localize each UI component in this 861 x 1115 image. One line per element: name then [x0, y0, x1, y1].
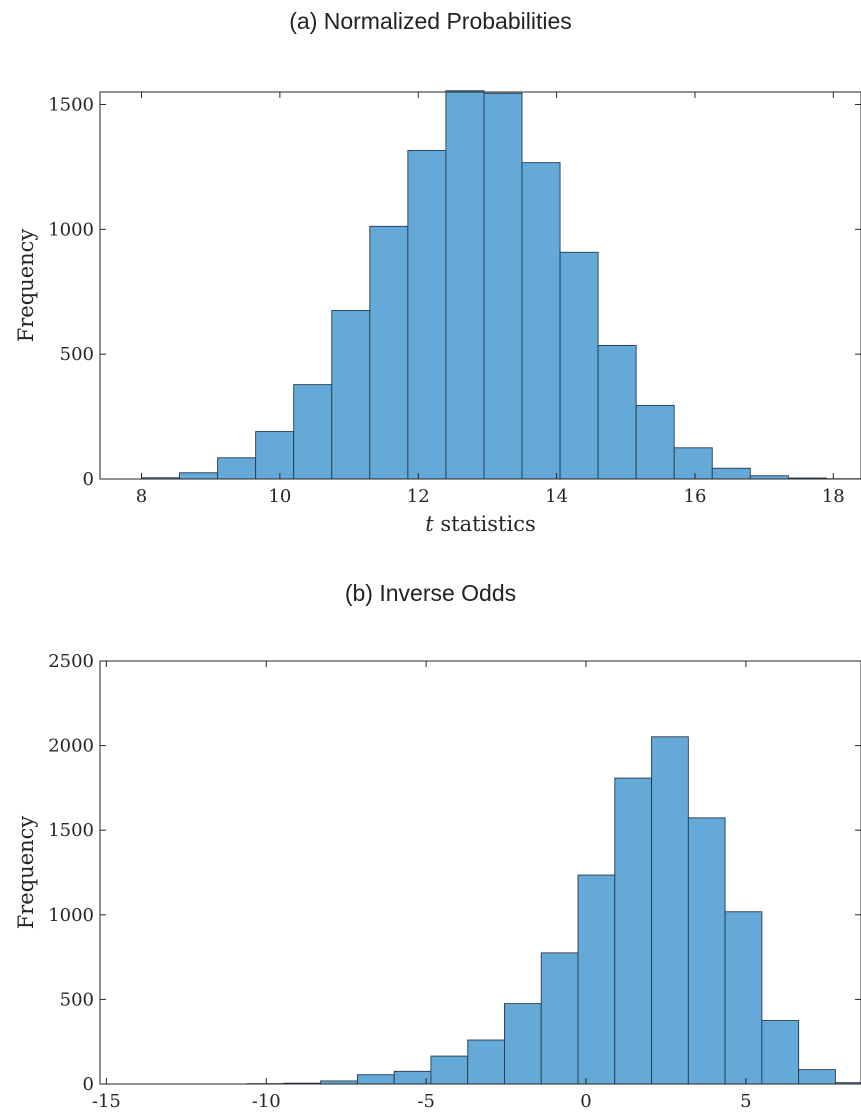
- x-tick-label: -10: [252, 1091, 281, 1112]
- y-tick-label: 1500: [48, 94, 94, 115]
- y-tick-label: 2500: [48, 651, 94, 672]
- histogram-bar: [370, 226, 408, 479]
- x-tick-label: -15: [92, 1091, 121, 1112]
- histogram-bar: [636, 405, 674, 479]
- histogram-bar: [218, 458, 256, 479]
- y-tick-label: 0: [83, 469, 94, 490]
- y-axis-label: Frequency: [14, 816, 38, 930]
- histogram-bar: [615, 778, 652, 1084]
- histogram-bar: [294, 385, 332, 479]
- x-tick-label: 10: [268, 486, 291, 507]
- histogram-bar: [446, 91, 484, 479]
- histogram-bar: [357, 1075, 394, 1084]
- y-tick-label: 2000: [48, 736, 94, 757]
- x-tick-label: 16: [684, 486, 707, 507]
- y-tick-label: 500: [60, 989, 94, 1010]
- histogram-bar: [598, 345, 636, 479]
- histogram-bar: [799, 1070, 836, 1084]
- histogram-bar: [332, 310, 370, 479]
- histogram-bar: [431, 1056, 468, 1084]
- x-tick-label: 14: [545, 486, 568, 507]
- histogram-panel-a: 8 10 12 14 16 18 0 500 1000 1500 t statistics Frequ…: [14, 91, 861, 536]
- histogram-panel-b: -15-10-50505001000150020002500t statisti…: [14, 651, 861, 1115]
- histogram-bar: [674, 448, 712, 479]
- histogram-bar: [468, 1040, 505, 1084]
- histogram-bar: [762, 1021, 799, 1084]
- x-tick-label: -5: [417, 1091, 435, 1112]
- histogram-bar: [180, 473, 218, 479]
- histogram-bar: [560, 252, 598, 479]
- x-tick-label: 8: [136, 486, 147, 507]
- histogram-bar: [394, 1071, 431, 1084]
- y-axis-label: Frequency: [14, 229, 38, 343]
- histogram-bar: [578, 875, 615, 1084]
- x-tick-label: 12: [407, 486, 430, 507]
- histogram-bar: [408, 150, 446, 479]
- x-tick-label: 5: [740, 1091, 751, 1112]
- x-axis-label-rest: statistics: [434, 512, 536, 536]
- histogram-bar: [504, 1004, 541, 1084]
- histogram-bar: [256, 432, 294, 479]
- histogram-bar: [725, 912, 762, 1084]
- y-tick-label: 1000: [48, 905, 94, 926]
- histogram-bar: [688, 818, 725, 1084]
- histogram-bar: [652, 737, 689, 1084]
- histogram-bar: [484, 93, 522, 479]
- x-axis-label: t statistics: [425, 512, 536, 536]
- y-tick-label: 0: [83, 1074, 94, 1095]
- y-tick-label: 1000: [48, 219, 94, 240]
- histogram-bar: [522, 163, 560, 479]
- histogram-bar: [712, 468, 750, 479]
- histogram-bar: [541, 953, 578, 1084]
- x-tick-label: 18: [822, 486, 845, 507]
- x-tick-label: 0: [580, 1091, 591, 1112]
- y-tick-label: 500: [60, 344, 94, 365]
- y-tick-label: 1500: [48, 820, 94, 841]
